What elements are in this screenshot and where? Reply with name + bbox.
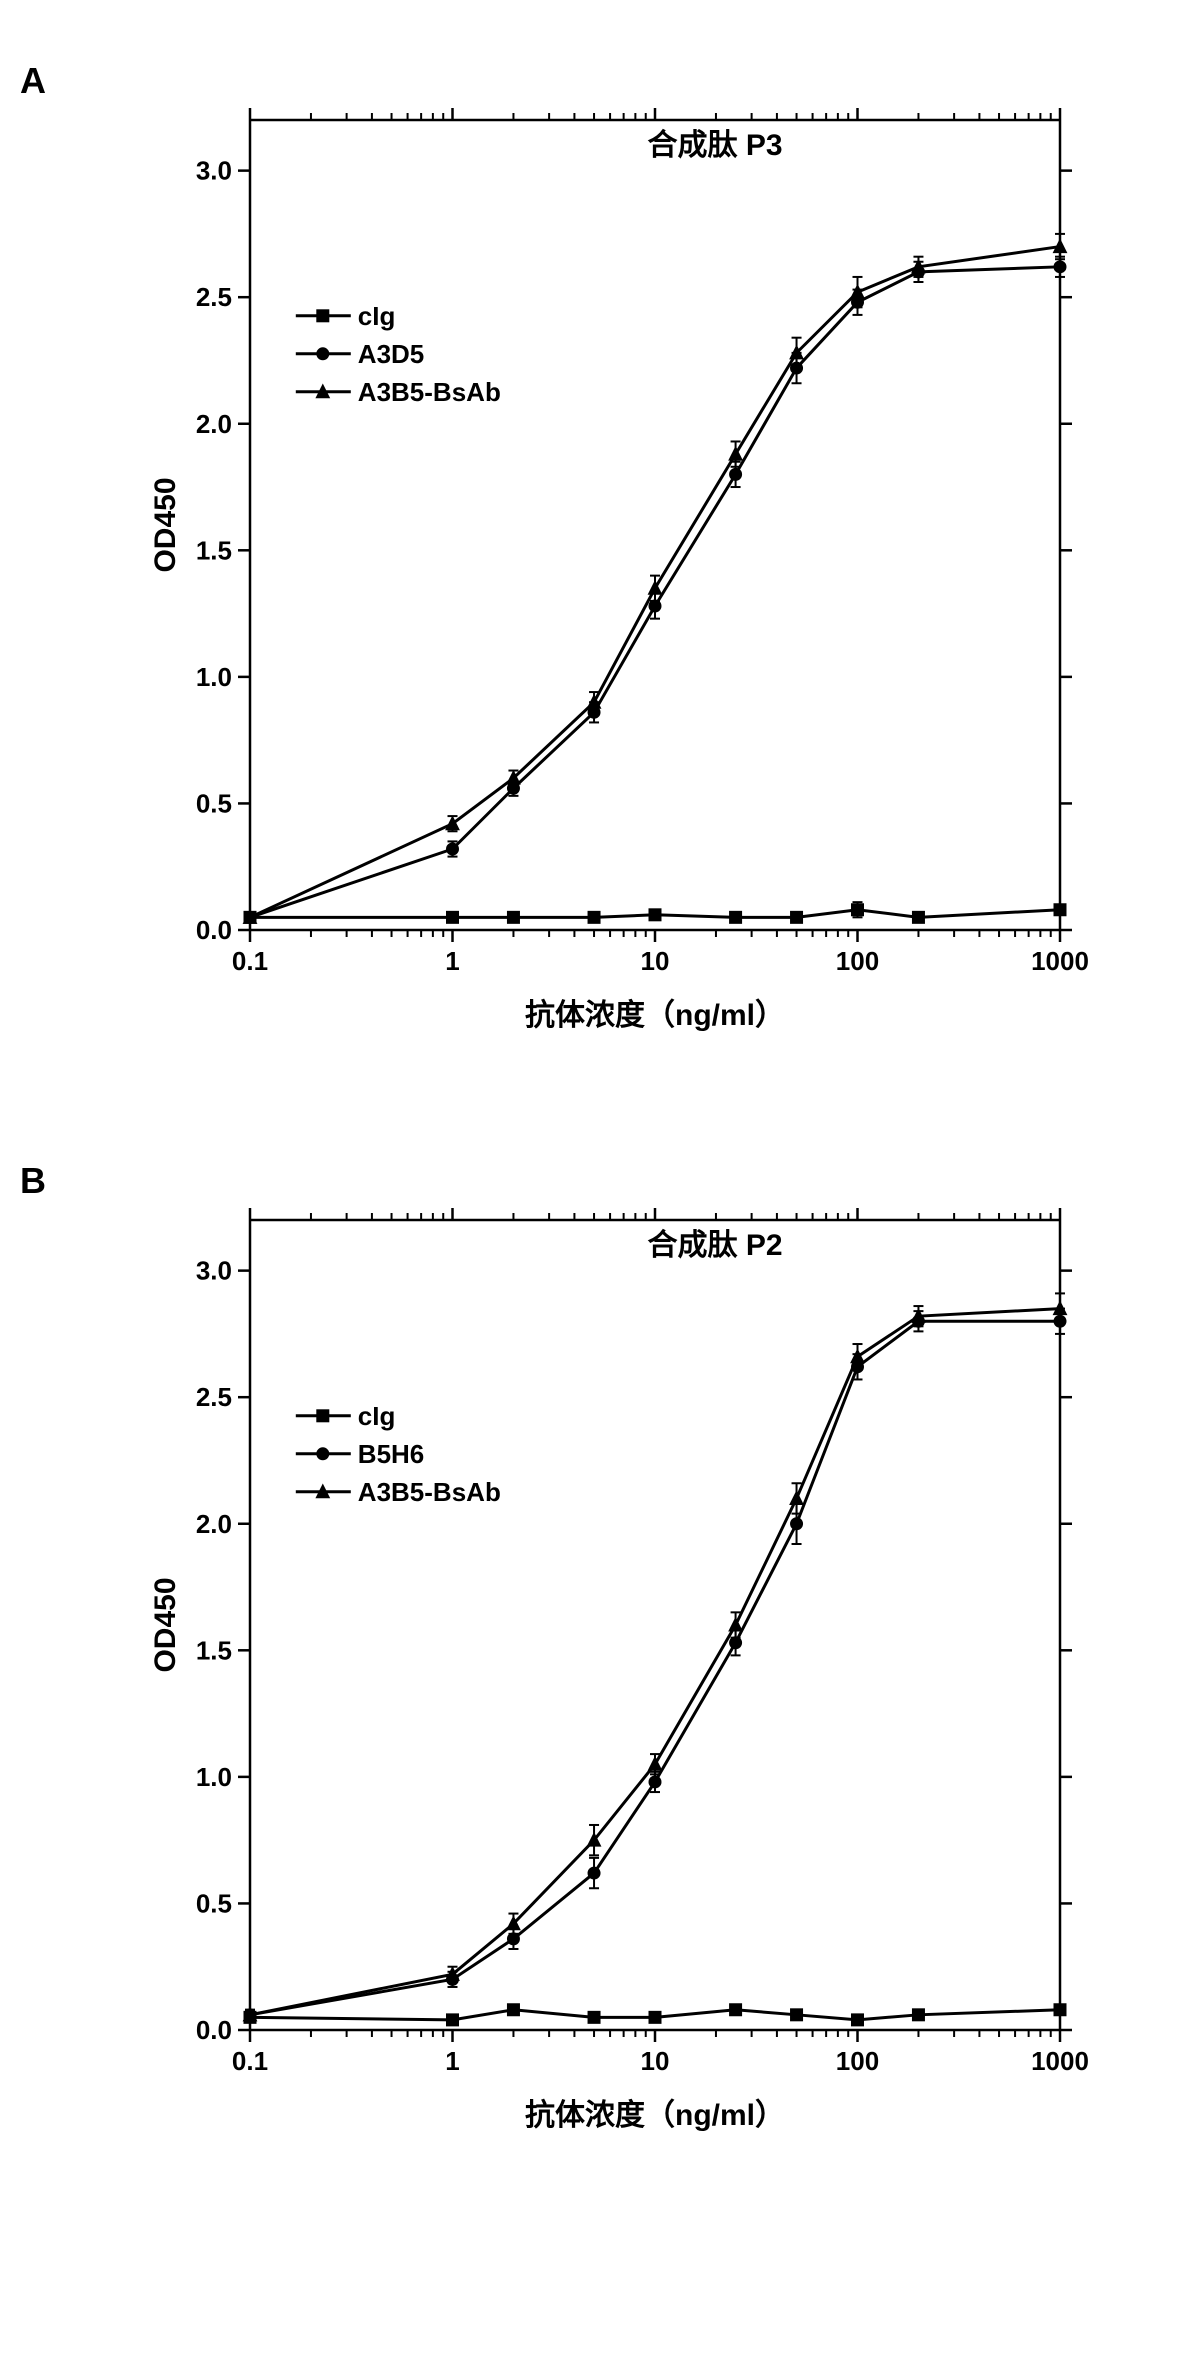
svg-text:1.5: 1.5: [196, 535, 232, 565]
svg-text:0.1: 0.1: [232, 946, 268, 976]
svg-text:1.5: 1.5: [196, 1635, 232, 1665]
svg-text:合成肽 P2: 合成肽 P2: [647, 1228, 782, 1262]
svg-text:抗体浓度（ng/ml）: 抗体浓度（ng/ml）: [525, 998, 785, 1032]
figure-container: A 0.0 0.5 1.0 1.5 2.0 2.5 3.0 0.1 1 10 100 1000 抗体浓度…: [20, 60, 1184, 2180]
svg-text:A3B5-BsAb: A3B5-BsAb: [358, 1477, 501, 1507]
panel-b: B 0.0 0.5 1.0 1.5 2.0 2.5 3.0 0.1 1 10 100 1000 抗体浓度…: [20, 1160, 1184, 2180]
svg-text:2.0: 2.0: [196, 1509, 232, 1539]
svg-text:0.5: 0.5: [196, 788, 232, 818]
svg-text:A3B5-BsAb: A3B5-BsAb: [358, 377, 501, 407]
svg-text:3.0: 3.0: [196, 1256, 232, 1286]
svg-text:1: 1: [445, 946, 459, 976]
svg-text:10: 10: [641, 946, 670, 976]
svg-text:1: 1: [445, 2046, 459, 2076]
svg-text:0.1: 0.1: [232, 2046, 268, 2076]
svg-text:OD450: OD450: [149, 477, 182, 572]
panel-b-label: B: [20, 1160, 46, 1202]
svg-text:1000: 1000: [1031, 2046, 1089, 2076]
svg-text:A3D5: A3D5: [358, 339, 424, 369]
chart-b-wrapper: 0.0 0.5 1.0 1.5 2.0 2.5 3.0 0.1 1 10 100 1000 抗体浓度（n…: [140, 1160, 1184, 2180]
svg-text:0.5: 0.5: [196, 1888, 232, 1918]
svg-text:OD450: OD450: [149, 1577, 182, 1672]
chart-b-svg: 0.0 0.5 1.0 1.5 2.0 2.5 3.0 0.1 1 10 100 1000 抗体浓度（n…: [140, 1160, 1100, 2180]
svg-text:100: 100: [836, 2046, 879, 2076]
svg-text:0.0: 0.0: [196, 2015, 232, 2045]
svg-text:0.0: 0.0: [196, 915, 232, 945]
svg-text:cIg: cIg: [358, 301, 396, 331]
panel-a: A 0.0 0.5 1.0 1.5 2.0 2.5 3.0 0.1 1 10 100 1000 抗体浓度…: [20, 60, 1184, 1080]
svg-text:2.5: 2.5: [196, 282, 232, 312]
svg-text:B5H6: B5H6: [358, 1439, 424, 1469]
svg-text:2.0: 2.0: [196, 409, 232, 439]
svg-text:100: 100: [836, 946, 879, 976]
svg-text:1000: 1000: [1031, 946, 1089, 976]
panel-a-label: A: [20, 60, 46, 102]
svg-text:10: 10: [641, 2046, 670, 2076]
svg-text:抗体浓度（ng/ml）: 抗体浓度（ng/ml）: [525, 2098, 785, 2132]
svg-text:1.0: 1.0: [196, 662, 232, 692]
chart-a-wrapper: 0.0 0.5 1.0 1.5 2.0 2.5 3.0 0.1 1 10 100 1000 抗体浓度（n…: [140, 60, 1184, 1080]
chart-a-svg: 0.0 0.5 1.0 1.5 2.0 2.5 3.0 0.1 1 10 100 1000 抗体浓度（n…: [140, 60, 1100, 1080]
svg-text:cIg: cIg: [358, 1401, 396, 1431]
svg-text:3.0: 3.0: [196, 156, 232, 186]
svg-text:1.0: 1.0: [196, 1762, 232, 1792]
svg-text:2.5: 2.5: [196, 1382, 232, 1412]
svg-text:合成肽 P3: 合成肽 P3: [647, 128, 782, 162]
